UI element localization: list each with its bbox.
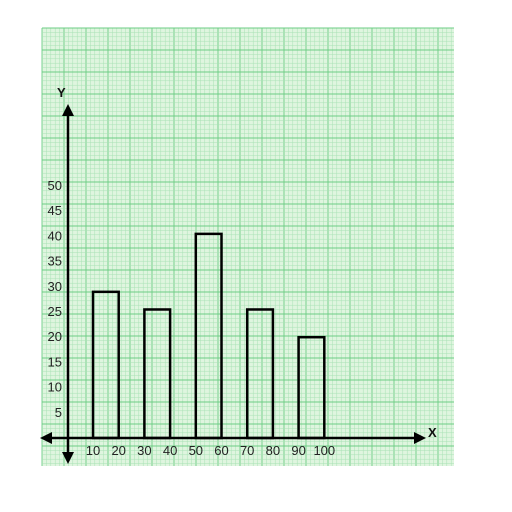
x-axis-left-arrow xyxy=(40,432,52,444)
x-tick-label: 80 xyxy=(266,443,280,458)
y-tick-label: 25 xyxy=(48,304,62,319)
y-tick-label: 30 xyxy=(48,279,62,294)
y-tick-label: 40 xyxy=(48,228,62,243)
y-axis-title: Y xyxy=(57,85,66,100)
y-tick-label: 15 xyxy=(48,354,62,369)
x-tick-labels: 10 20 30 40 50 60 70 80 90 100 xyxy=(86,443,335,458)
y-tick-label: 35 xyxy=(48,254,62,269)
x-tick-label: 50 xyxy=(189,443,203,458)
x-tick-label: 90 xyxy=(291,443,305,458)
x-tick-label: 100 xyxy=(313,443,335,458)
y-tick-label: 20 xyxy=(48,329,62,344)
y-tick-label: 50 xyxy=(48,178,62,193)
x-tick-label: 60 xyxy=(214,443,228,458)
x-axis-title: X xyxy=(428,425,437,440)
axes xyxy=(40,104,426,464)
y-tick-labels: 5 10 15 20 25 30 35 40 45 50 xyxy=(48,178,62,420)
x-tick-label: 70 xyxy=(240,443,254,458)
y-tick-label: 45 xyxy=(48,203,62,218)
bar-10-20 xyxy=(91,290,120,440)
y-axis-bottom-arrow xyxy=(62,452,74,464)
x-tick-label: 10 xyxy=(86,443,100,458)
y-axis-top-arrow xyxy=(62,104,74,116)
y-tick-label: 10 xyxy=(48,380,62,395)
bar-90-100 xyxy=(297,335,326,440)
bar-30-40 xyxy=(143,308,172,440)
x-axis-right-arrow xyxy=(414,432,426,444)
x-tick-label: 40 xyxy=(163,443,177,458)
x-tick-label: 20 xyxy=(111,443,125,458)
y-tick-label: 5 xyxy=(55,405,62,420)
x-tick-label: 30 xyxy=(137,443,151,458)
bar-70-80 xyxy=(245,308,275,440)
bar-50-60 xyxy=(194,232,223,440)
